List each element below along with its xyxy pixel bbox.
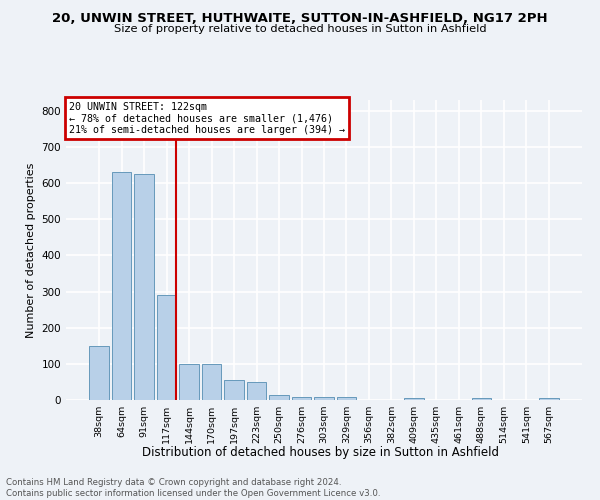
Bar	[472, 398, 491, 400]
Bar	[337, 397, 356, 400]
Bar	[89, 346, 109, 400]
Bar	[157, 295, 176, 400]
Text: Contains HM Land Registry data © Crown copyright and database right 2024.
Contai: Contains HM Land Registry data © Crown c…	[6, 478, 380, 498]
Bar	[539, 398, 559, 400]
Bar	[269, 394, 289, 400]
Bar	[224, 380, 244, 400]
Bar	[112, 172, 131, 400]
Bar	[202, 364, 221, 400]
Text: Distribution of detached houses by size in Sutton in Ashfield: Distribution of detached houses by size …	[143, 446, 499, 459]
Text: 20 UNWIN STREET: 122sqm
← 78% of detached houses are smaller (1,476)
21% of semi: 20 UNWIN STREET: 122sqm ← 78% of detache…	[68, 102, 344, 134]
Bar	[134, 174, 154, 400]
Y-axis label: Number of detached properties: Number of detached properties	[26, 162, 36, 338]
Bar	[404, 398, 424, 400]
Text: Size of property relative to detached houses in Sutton in Ashfield: Size of property relative to detached ho…	[113, 24, 487, 34]
Bar	[314, 397, 334, 400]
Bar	[292, 397, 311, 400]
Text: 20, UNWIN STREET, HUTHWAITE, SUTTON-IN-ASHFIELD, NG17 2PH: 20, UNWIN STREET, HUTHWAITE, SUTTON-IN-A…	[52, 12, 548, 26]
Bar	[247, 382, 266, 400]
Bar	[179, 364, 199, 400]
